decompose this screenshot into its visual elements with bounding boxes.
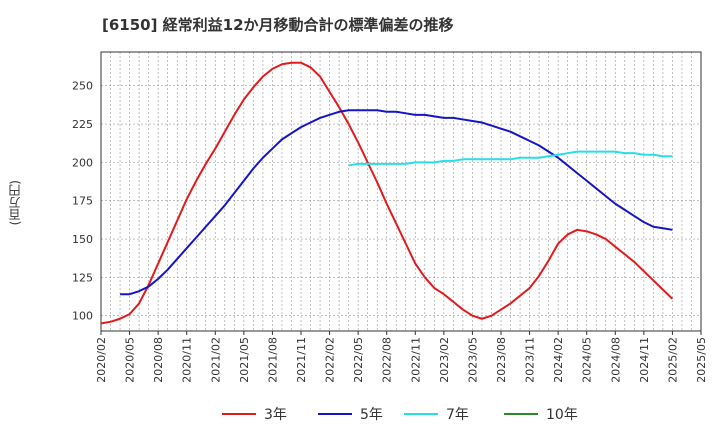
x-tick-label: 2021/08 (266, 337, 279, 383)
x-tick-label: 2022/08 (381, 337, 394, 383)
y-tick-label: 100 (72, 310, 93, 323)
x-tick-label: 2023/11 (524, 337, 537, 383)
y-tick-label: 250 (72, 80, 93, 93)
series-line-1 (120, 109, 673, 296)
legend-label-3: 10年 (546, 407, 578, 423)
chart-title: [6150] 経常利益12か月移動合計の標準偏差の推移 (102, 16, 454, 34)
x-tick-label: 2022/11 (409, 337, 422, 383)
plot-frame (100, 51, 702, 332)
y-tick-label: 150 (72, 233, 93, 246)
y-tick-label: 225 (72, 118, 93, 131)
series-line-2 (348, 150, 673, 167)
y-tick-label: 200 (72, 156, 93, 169)
x-tick-label: 2021/05 (238, 337, 251, 383)
x-tick-label: 2024/08 (609, 337, 622, 383)
x-tick-label: 2025/02 (666, 337, 679, 383)
x-tick-label: 2025/05 (695, 337, 708, 383)
x-tick-label: 2021/11 (295, 337, 308, 383)
x-tick-label: 2020/05 (124, 337, 137, 383)
legend-label-1: 5年 (360, 407, 383, 423)
legend-label-2: 7年 (446, 407, 469, 423)
legend-label-0: 3年 (264, 407, 287, 423)
x-tick-label: 2020/08 (152, 337, 165, 383)
x-tick-label: 2022/05 (352, 337, 365, 383)
y-tick-label: 175 (72, 195, 93, 208)
x-tick-label: 2020/11 (181, 337, 194, 383)
x-tick-label: 2021/02 (209, 337, 222, 383)
x-tick-label: 2023/05 (466, 337, 479, 383)
x-tick-label: 2023/02 (438, 337, 451, 383)
y-tick-label: 125 (72, 271, 93, 284)
x-tick-label: 2024/02 (552, 337, 565, 383)
x-tick-label: 2022/02 (324, 337, 337, 383)
x-tick-label: 2023/08 (495, 337, 508, 383)
x-tick-label: 2020/02 (95, 337, 108, 383)
x-tick-label: 2024/11 (638, 337, 651, 383)
x-tick-label: 2024/05 (581, 337, 594, 383)
series-line-0 (100, 61, 674, 325)
